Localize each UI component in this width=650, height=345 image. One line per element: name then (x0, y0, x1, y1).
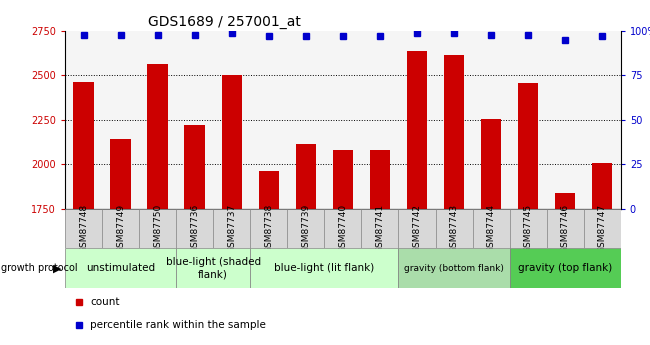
Bar (65, 248, 176, 288)
Bar (481, 119, 501, 209)
Text: growth protocol: growth protocol (1, 263, 77, 273)
Text: GSM87740: GSM87740 (339, 204, 347, 253)
Bar (555, 193, 575, 209)
Text: GSM87742: GSM87742 (413, 204, 421, 253)
Bar (222, 75, 242, 209)
Text: percentile rank within the sample: percentile rank within the sample (90, 320, 266, 329)
Text: unstimulated: unstimulated (86, 263, 155, 273)
Text: blue-light (lit flank): blue-light (lit flank) (274, 263, 374, 273)
Text: GDS1689 / 257001_at: GDS1689 / 257001_at (148, 14, 301, 29)
Text: GSM87746: GSM87746 (561, 204, 569, 253)
Text: GSM87744: GSM87744 (487, 204, 495, 253)
Bar (73, 82, 94, 209)
Bar (518, 83, 538, 209)
Bar (407, 51, 427, 209)
Text: blue-light (shaded
flank): blue-light (shaded flank) (166, 257, 261, 279)
Bar (510, 248, 621, 288)
Text: GSM87737: GSM87737 (227, 204, 236, 253)
Text: GSM87739: GSM87739 (302, 204, 310, 253)
Bar (148, 64, 168, 209)
Text: GSM87736: GSM87736 (190, 204, 199, 253)
Bar (444, 55, 464, 209)
Text: GSM87741: GSM87741 (376, 204, 384, 253)
Text: GSM87745: GSM87745 (524, 204, 532, 253)
Bar (398, 248, 510, 288)
Text: GSM87747: GSM87747 (598, 204, 606, 253)
Bar (296, 144, 316, 209)
Bar (176, 248, 250, 288)
Text: count: count (90, 297, 120, 307)
Bar (333, 150, 353, 209)
Text: gravity (bottom flank): gravity (bottom flank) (404, 264, 504, 273)
Text: GSM87748: GSM87748 (79, 204, 88, 253)
Text: gravity (top flank): gravity (top flank) (518, 263, 612, 273)
Text: GSM87743: GSM87743 (450, 204, 458, 253)
Bar (370, 150, 390, 209)
Bar (185, 125, 205, 209)
Bar (259, 171, 279, 209)
Text: ▶: ▶ (53, 263, 62, 273)
Text: GSM87749: GSM87749 (116, 204, 125, 253)
Text: GSM87750: GSM87750 (153, 204, 162, 253)
Text: GSM87738: GSM87738 (265, 204, 273, 253)
Bar (592, 162, 612, 209)
Bar (250, 248, 398, 288)
Bar (111, 139, 131, 209)
